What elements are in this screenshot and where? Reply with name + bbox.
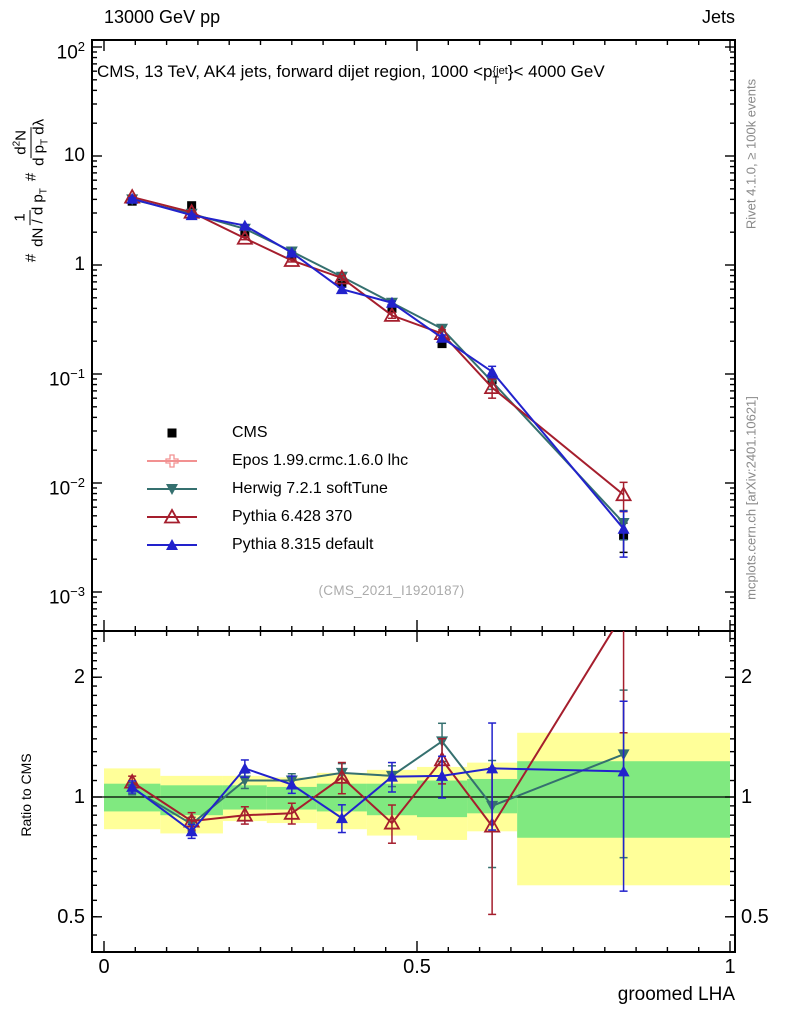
ylabel-frac1: 1 dN / d pT (11, 188, 50, 247)
legend-item: Pythia 6.428 370 (146, 503, 408, 531)
plot-title-sup: {jet (492, 65, 508, 77)
ylabel-hash2: # (22, 172, 40, 182)
ratio-panel-frame (91, 630, 736, 953)
triangle-up-open-legend-marker-icon (147, 508, 197, 524)
legend-label: Epos 1.99.crmc.1.6.0 lhc (232, 452, 409, 469)
y-tick-label: 102 (56, 39, 85, 64)
legend-label: Herwig 7.2.1 softTune (232, 480, 388, 497)
ratio-tick-label-right: 2 (741, 666, 753, 689)
ratio-tick-label-left: 2 (73, 666, 85, 689)
plot-title-pre: CMS, 13 TeV, AK4 jets, forward dijet reg… (97, 62, 493, 81)
analysis-id-watermark: (CMS_2021_I1920187) (318, 583, 465, 598)
ratio-series-pythia (126, 700, 630, 892)
legend-item: Pythia 8.315 default (146, 531, 408, 559)
plot-title: CMS, 13 TeV, AK4 jets, forward dijet reg… (97, 62, 605, 93)
ratio-tick-label-left: 0.5 (57, 905, 85, 928)
y-axis-title: # 1 dN / d pT # d2N d pT dλ (0, 34, 62, 340)
x-tick-label: 0.5 (403, 956, 431, 978)
ratio-tick-label-right: 1 (741, 786, 753, 808)
plot-title-post: }< 4000 GeV (507, 62, 605, 81)
legend-item: Epos 1.99.crmc.1.6.0 lhc (146, 447, 408, 475)
triangle-up-filled-legend-marker-icon (147, 539, 197, 550)
cms-uncertainty-bands (104, 732, 730, 886)
legend-label: Pythia 6.428 370 (232, 508, 353, 525)
axis-ticks (92, 40, 735, 952)
y-tick-label: 10−1 (49, 366, 85, 391)
mcplots-source-note: mcplots.cern.ch [arXiv:2401.10621] (738, 352, 764, 644)
legend-label: Pythia 8.315 default (232, 536, 374, 553)
analysis-group-label: Jets (701, 7, 735, 27)
main-series-pythia (126, 192, 630, 558)
ratio-tick-label-right: 0.5 (741, 905, 769, 928)
x-tick-label: 1 (724, 956, 736, 978)
legend-label: CMS (232, 424, 268, 441)
rivet-version-note: Rivet 4.1.0, ≥ 100k events (738, 28, 764, 280)
y-axis-title-text: # 1 dN / d pT # d2N d pT dλ (11, 112, 51, 262)
plot-title-sub: T (492, 74, 500, 87)
square-filled-legend-marker-icon (167, 428, 177, 438)
x-tick-label: 0 (98, 956, 110, 978)
y-tick-label: 10−2 (49, 475, 85, 500)
y-tick-label: 10 (63, 145, 85, 166)
y-tick-label: 1 (74, 254, 85, 275)
beam-info-label: 13000 GeV pp (104, 7, 221, 27)
x-axis-title: groomed LHA (617, 984, 735, 1005)
rivet-version-text: Rivet 4.1.0, ≥ 100k events (743, 78, 759, 230)
band-green (160, 785, 223, 816)
legend-item: Herwig 7.2.1 softTune (146, 475, 408, 503)
legend: CMS Epos 1.99.crmc.1.6.0 lhc Herwig 7.2.1 … (146, 419, 408, 559)
cross-open-legend-marker-icon (147, 454, 197, 468)
plot-frames (91, 39, 736, 953)
pt-jet-supsub: {jet T (492, 65, 508, 87)
mcplots-source-text: mcplots.cern.ch [arXiv:2401.10621] (743, 396, 759, 600)
legend-item: CMS (146, 419, 408, 447)
triangle-down-filled-legend-marker-icon (147, 484, 197, 495)
y-tick-label: 10−3 (49, 584, 85, 609)
ratio-tick-label-left: 1 (73, 786, 85, 808)
